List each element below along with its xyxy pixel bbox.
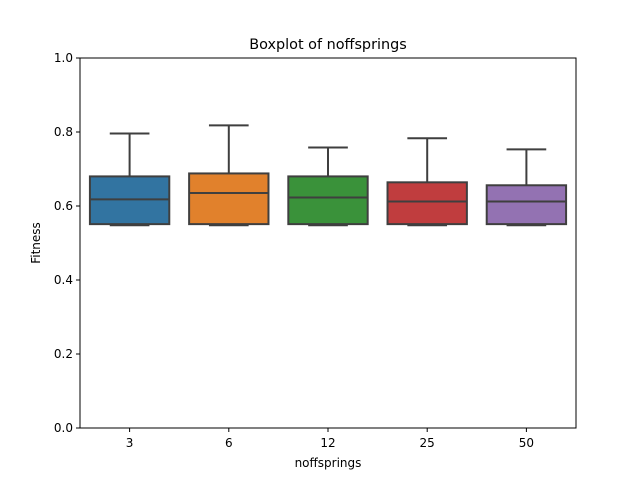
x-axis-label: noffsprings bbox=[295, 456, 362, 470]
y-tick-label: 0.8 bbox=[54, 125, 73, 139]
y-tick-label: 1.0 bbox=[54, 51, 73, 65]
y-axis-ticks: 0.0 0.2 0.4 0.6 0.8 1.0 bbox=[54, 51, 80, 435]
box-group-50 bbox=[485, 148, 568, 227]
box-series bbox=[88, 124, 568, 227]
x-tick-label: 12 bbox=[320, 436, 335, 450]
y-tick-label: 0.2 bbox=[54, 347, 73, 361]
box-body bbox=[485, 184, 568, 226]
y-tick-label: 0.6 bbox=[54, 199, 73, 213]
y-tick-label: 0.4 bbox=[54, 273, 73, 287]
box-body bbox=[287, 175, 369, 226]
box-group-6 bbox=[188, 124, 270, 227]
x-tick-label: 6 bbox=[225, 436, 233, 450]
box-group-12 bbox=[287, 146, 369, 227]
y-tick-label: 0.0 bbox=[54, 421, 73, 435]
x-tick-label: 25 bbox=[420, 436, 435, 450]
x-axis-ticks: 3 6 12 25 50 bbox=[126, 428, 534, 450]
chart-title: Boxplot of noffsprings bbox=[249, 37, 407, 53]
box-group-25 bbox=[386, 137, 468, 227]
x-tick-label: 3 bbox=[126, 436, 134, 450]
box-body bbox=[188, 172, 270, 226]
box-body bbox=[386, 181, 468, 226]
x-tick-label: 50 bbox=[519, 436, 534, 450]
plot-frame bbox=[79, 57, 577, 429]
y-axis-label: Fitness bbox=[29, 222, 43, 264]
box-group-3 bbox=[88, 132, 171, 227]
